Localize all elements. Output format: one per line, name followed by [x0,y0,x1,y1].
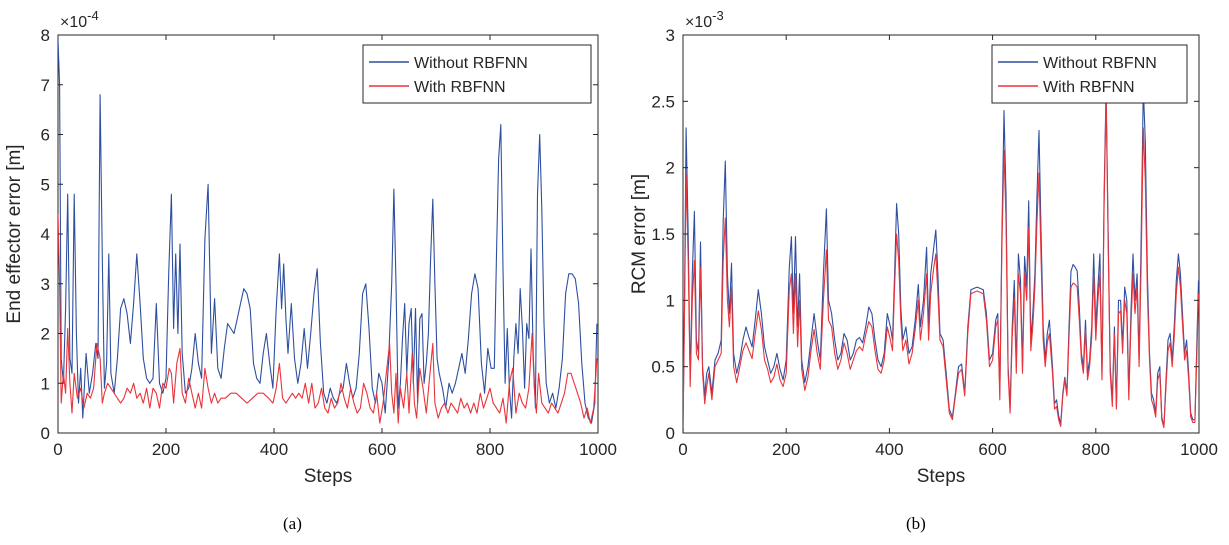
y-tick-label: 6 [41,126,50,145]
x-tick-label: 1000 [579,440,617,459]
y-axis-label: RCM error [m] [629,174,650,294]
y-tick-label: 0 [41,424,50,443]
x-tick-label: 600 [368,440,396,459]
y-tick-label: 4 [41,225,50,244]
x-tick-label: 600 [978,440,1006,459]
legend: Without RBFNN With RBFNN [362,44,592,104]
series-group [58,39,598,424]
y-tick-label: 1.5 [651,225,675,244]
caption-b: (b) [906,514,926,533]
y-tick-label: 2.5 [651,92,675,111]
y-tick-label: 1 [666,291,675,310]
y-exponent-label: ×10-3 [685,8,724,31]
x-tick-label: 200 [772,440,800,459]
y-tick-label: 0 [666,424,675,443]
y-tick-label: 8 [41,26,50,45]
series-line-with-rbfnn [683,94,1199,433]
legend-box [362,44,592,104]
x-tick-label: 0 [53,440,62,459]
y-tick-label: 2 [666,159,675,178]
y-exponent-label: ×10-4 [60,8,99,31]
x-tick-label: 800 [1082,440,1110,459]
x-tick-label: 400 [875,440,903,459]
x-axis-label: Steps [917,466,966,487]
legend-label-without-rbfnn: Without RBFNN [1043,55,1157,72]
series-line-without-rbfnn [683,87,1199,433]
x-tick-label: 800 [476,440,504,459]
y-tick-label: 1 [41,374,50,393]
x-tick-label: 1000 [1180,440,1218,459]
x-tick-label: 0 [678,440,687,459]
y-tick-label: 3 [666,26,675,45]
x-axis-label: Steps [304,466,353,487]
series-group [683,87,1199,433]
legend-label-with-rbfnn: With RBFNN [1043,79,1135,96]
y-tick-label: 3 [41,275,50,294]
y-tick-label: 0.5 [651,358,675,377]
legend: Without RBFNN With RBFNN [991,44,1188,104]
chart-panel-b: 0 200 400 600 800 1000 0 0.5 1 1.5 2 2.5 3 ×10-3 Steps… [629,8,1218,487]
y-tick-label: 5 [41,175,50,194]
caption-a: (a) [283,514,302,533]
x-tick-label: 200 [152,440,180,459]
x-tick-label: 400 [260,440,288,459]
chart-panel-a: 0 200 400 600 800 1000 0 1 2 3 4 5 6 7 8 ×10-4 Steps End … [4,8,617,487]
y-tick-label: 7 [41,76,50,95]
y-axis-label: End effector error [m] [4,144,25,323]
legend-box [991,44,1188,104]
y-tick-label: 2 [41,325,50,344]
series-line-with-rbfnn [58,214,598,424]
series-line-without-rbfnn [58,39,598,424]
legend-label-without-rbfnn: Without RBFNN [414,55,528,72]
legend-label-with-rbfnn: With RBFNN [414,79,506,96]
